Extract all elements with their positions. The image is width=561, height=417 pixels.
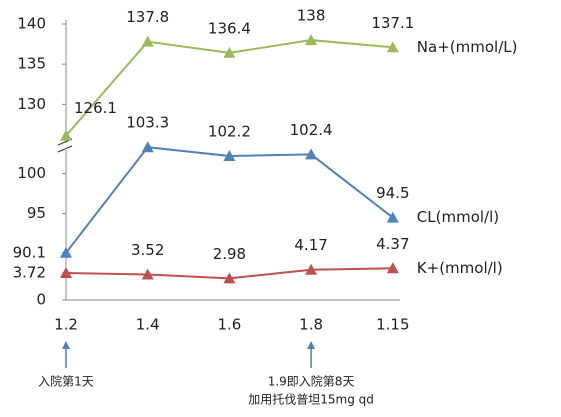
data-label: 102.4	[290, 121, 333, 139]
y-tick-label: 130	[17, 95, 46, 113]
marker	[223, 272, 236, 284]
series-line	[65, 146, 394, 254]
data-label: 94.5	[376, 184, 409, 202]
x-tick-label: 1.4	[136, 316, 160, 334]
x-tick-label: 1.8	[299, 316, 323, 334]
data-label: 4.17	[294, 236, 327, 254]
y-tick-label: 135	[17, 55, 46, 73]
annotation: 入院第1天	[38, 375, 94, 389]
data-label: 102.2	[208, 123, 251, 141]
data-label: 137.1	[371, 14, 414, 32]
y-tick-label: 100	[17, 164, 46, 182]
axis-break-gap	[60, 143, 72, 150]
legend-label: Na+(mmol/L)	[417, 38, 518, 56]
marker	[305, 263, 318, 275]
data-label: 138	[297, 7, 326, 25]
marker	[305, 148, 318, 160]
arrow-head	[307, 341, 316, 349]
legend-label: CL(mmol/l)	[417, 208, 499, 226]
marker	[223, 46, 236, 58]
y-tick-label: 140	[17, 15, 46, 33]
annotation: 加用托伐普坦15mg qd	[248, 393, 374, 407]
data-label: 4.37	[376, 235, 409, 253]
marker	[60, 246, 72, 258]
data-label: 126.1	[74, 99, 117, 117]
x-tick-label: 1.6	[217, 316, 241, 334]
data-label: 136.4	[208, 19, 251, 37]
marker	[386, 211, 399, 223]
marker	[386, 262, 399, 274]
marker	[223, 150, 236, 161]
y-tick-label: 90.1	[13, 243, 46, 261]
data-label: 137.8	[126, 8, 169, 26]
marker	[60, 129, 72, 141]
marker	[60, 266, 72, 278]
y-tick-label: 3.72	[13, 263, 46, 281]
x-tick-label: 1.15	[376, 316, 409, 334]
marker	[141, 141, 154, 153]
annotation: 1.9即入院第8天	[268, 375, 355, 389]
y-tick-label: 95	[27, 204, 46, 222]
arrow-head	[62, 341, 70, 349]
axis-break	[57, 145, 73, 153]
marker	[386, 41, 399, 53]
y-tick-label: 0	[36, 291, 46, 309]
marker	[141, 268, 154, 280]
data-label: 103.3	[126, 114, 169, 132]
data-label: 3.52	[131, 241, 164, 259]
data-label: 2.98	[213, 245, 246, 263]
marker	[305, 34, 318, 46]
legend-label: K+(mmol/l)	[417, 259, 503, 277]
x-tick-label: 1.2	[54, 316, 78, 334]
marker	[141, 35, 154, 47]
